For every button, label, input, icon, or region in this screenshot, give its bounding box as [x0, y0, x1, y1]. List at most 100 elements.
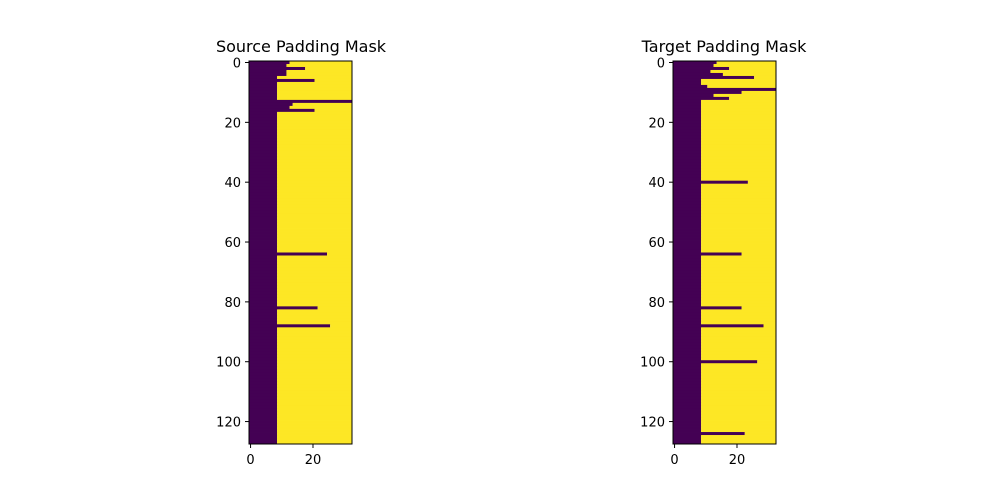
target-mask-row-19-pad	[673, 117, 702, 122]
source-mask-row-105-pad	[249, 375, 278, 379]
target-mask-row-121-pad	[673, 423, 702, 427]
source-mask-row-27-valid	[277, 141, 352, 146]
source-mask-row-67-pad	[249, 261, 278, 265]
target-mask-row-110-valid	[701, 390, 776, 394]
source-mask-row-61-pad	[249, 243, 278, 247]
target-mask-row-122-pad	[673, 426, 702, 430]
target-mask-row-50-valid	[701, 210, 776, 215]
source-mask-row-22-valid	[277, 126, 352, 131]
source-mask-row-58-pad	[249, 234, 278, 238]
source-mask-row-49-pad	[249, 207, 278, 212]
source-mask-row-1-pad	[249, 63, 287, 68]
source-mask-row-51-valid	[277, 213, 352, 217]
target-mask-row-31-valid	[701, 153, 776, 158]
target-mask-row-33-valid	[701, 159, 776, 164]
target-mask-row-42-pad	[673, 186, 702, 191]
target-mask-row-112-pad	[673, 396, 702, 400]
target-mask-row-3-pad	[673, 69, 711, 74]
target-mask-row-24-valid	[701, 132, 776, 137]
source-mask-row-4-valid	[286, 72, 352, 77]
source-mask-row-63-valid	[277, 249, 352, 253]
source-mask-row-121-pad	[249, 423, 278, 427]
target-mask-row-110-pad	[673, 390, 702, 394]
source-mask-title: Source Padding Mask	[216, 37, 387, 56]
source-mask-row-86-pad	[249, 318, 278, 322]
target-mask-xtick-label-20: 20	[729, 453, 746, 468]
source-mask-row-35-valid	[277, 165, 352, 170]
target-mask-row-82-pad	[673, 306, 742, 310]
target-mask-row-100-pad	[673, 360, 758, 364]
source-mask-row-65-pad	[249, 255, 278, 259]
source-mask-row-15-valid	[289, 105, 352, 110]
source-mask-row-103-pad	[249, 369, 278, 373]
target-mask-row-12-valid	[729, 96, 776, 101]
source-mask-row-36-valid	[277, 168, 352, 173]
target-mask-row-62-pad	[673, 246, 702, 250]
target-mask-y-axis: 0 20 40 60 80 100 120	[640, 56, 673, 431]
source-mask-row-99-pad	[249, 357, 278, 361]
target-mask-row-21-pad	[673, 123, 702, 128]
source-mask-row-62-pad	[249, 246, 278, 250]
source-mask-row-84-pad	[249, 312, 278, 316]
source-mask-row-110-pad	[249, 390, 278, 394]
target-mask-row-117-valid	[701, 411, 776, 415]
target-mask-row-66-valid	[701, 258, 776, 262]
target-mask-row-49-valid	[701, 207, 776, 212]
source-mask-row-100-pad	[249, 360, 278, 364]
source-mask-row-11-pad	[249, 93, 278, 98]
target-mask-row-114-valid	[701, 402, 776, 406]
target-mask-row-108-valid	[701, 384, 776, 388]
target-mask-row-16-valid	[701, 108, 776, 113]
target-mask-row-75-pad	[673, 285, 702, 289]
source-mask-row-103-valid	[277, 369, 352, 373]
target-mask-row-72-pad	[673, 276, 702, 280]
source-mask-row-8-pad	[249, 84, 278, 89]
source-mask-row-50-pad	[249, 210, 278, 215]
source-mask-row-36-pad	[249, 168, 278, 173]
source-mask-row-5-valid	[277, 75, 352, 80]
target-mask-row-58-pad	[673, 234, 702, 238]
target-mask-row-60-valid	[701, 240, 776, 244]
source-mask-row-0-valid	[289, 61, 352, 65]
target-mask-row-41-pad	[673, 183, 702, 188]
target-mask-row-86-valid	[701, 318, 776, 322]
source-mask-ytick-label-20: 20	[224, 116, 241, 131]
target-mask-row-51-valid	[701, 213, 776, 217]
target-mask-row-84-pad	[673, 312, 702, 316]
source-mask-row-115-valid	[277, 405, 352, 409]
target-mask-row-68-pad	[673, 264, 702, 268]
target-mask-row-79-valid	[701, 297, 776, 301]
target-mask-row-89-valid	[701, 327, 776, 331]
source-mask-row-2-valid	[305, 66, 352, 71]
target-mask-row-99-pad	[673, 357, 702, 361]
target-mask-row-88-pad	[673, 324, 764, 328]
source-mask-row-106-valid	[277, 378, 352, 382]
source-mask-row-70-valid	[277, 270, 352, 274]
source-mask-row-62-valid	[277, 246, 352, 250]
source-mask-row-43-pad	[249, 189, 278, 194]
source-mask-row-116-valid	[277, 408, 352, 412]
source-mask-row-97-pad	[249, 351, 278, 355]
target-mask-row-38-pad	[673, 174, 702, 179]
target-mask-row-119-pad	[673, 417, 702, 421]
target-mask-row-29-valid	[701, 147, 776, 152]
source-mask-row-26-pad	[249, 138, 278, 143]
source-mask-row-15-pad	[249, 105, 290, 110]
source-mask-row-9-valid	[277, 87, 352, 92]
target-mask-row-120-pad	[673, 420, 702, 424]
target-mask-row-9-pad	[673, 87, 776, 92]
target-mask-row-123-pad	[673, 429, 702, 433]
source-mask-row-92-valid	[277, 336, 352, 340]
target-mask-row-8-valid	[707, 84, 776, 89]
target-mask-row-43-valid	[701, 189, 776, 194]
source-mask-ytick-label-60: 60	[224, 236, 241, 251]
source-mask-row-41-pad	[249, 183, 278, 188]
target-mask-row-35-pad	[673, 165, 702, 170]
target-mask-row-15-pad	[673, 105, 702, 110]
source-mask-row-33-pad	[249, 159, 278, 164]
target-mask-row-124-pad	[673, 432, 745, 436]
source-mask-ytick-label-40: 40	[224, 176, 241, 191]
target-mask-row-28-pad	[673, 144, 702, 149]
target-mask-row-37-valid	[701, 171, 776, 176]
target-mask-row-82-valid	[741, 306, 776, 310]
